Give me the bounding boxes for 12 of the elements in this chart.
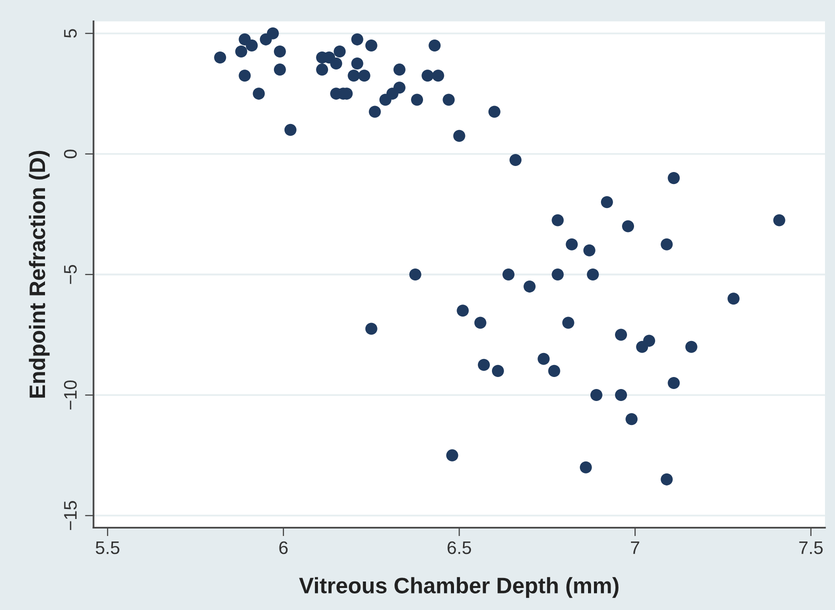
x-tick-label: 6.5 [448,541,472,554]
y-tick-label: −15 [64,501,77,530]
y-tick-label: −5 [64,264,77,284]
x-tick-label: 5.5 [96,542,120,554]
y-tick-label: 0 [64,150,77,158]
y-tick-label: −10 [64,380,77,410]
x-axis-title: Vitreous Chamber Depth (mm) [299,577,618,598]
y-axis-title: Endpoint Refraction (D) [28,150,50,398]
y-tick-label: 5 [64,29,77,38]
x-tick-label: 6 [279,541,288,554]
x-tick-label: 7.5 [799,542,823,554]
x-tick-label: 7 [630,542,640,554]
